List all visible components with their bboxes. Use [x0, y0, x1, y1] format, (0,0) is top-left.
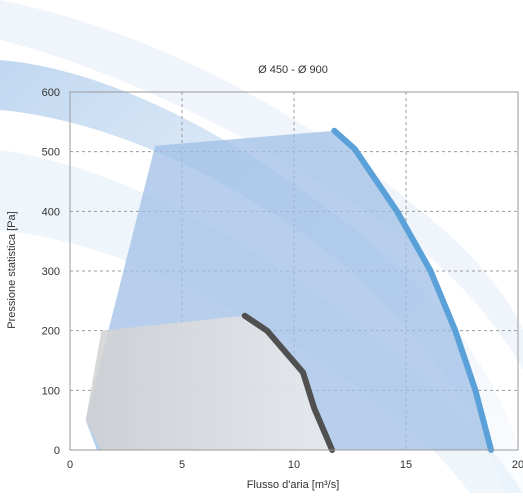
area-layer — [85, 130, 492, 451]
y-tick-label-500: 500 — [42, 147, 60, 159]
x-tick-label-10: 10 — [288, 459, 300, 471]
performance-curve-1 — [331, 127, 495, 453]
y-tick-label-600: 600 — [42, 87, 60, 99]
axes — [69, 91, 519, 451]
y-tick-label-0: 0 — [54, 445, 60, 457]
x-tick-label-0: 0 — [67, 459, 73, 471]
plot-frame — [69, 91, 519, 451]
chart-title: Ø 450 - Ø 900 — [258, 64, 328, 76]
series-layer — [241, 127, 495, 453]
y-tick-label-200: 200 — [42, 326, 60, 338]
y-tick-label-400: 400 — [42, 206, 60, 218]
y-tick-label-300: 300 — [42, 266, 60, 278]
y-tick-label-100: 100 — [42, 385, 60, 397]
performance-curve-2 — [241, 312, 336, 453]
x-tick-label-5: 5 — [179, 459, 185, 471]
x-axis-label: Flusso d'aria [m³/s] — [247, 479, 340, 491]
operating-area-2 — [85, 315, 333, 450]
x-tick-label-20: 20 — [512, 459, 523, 471]
x-tick-label-15: 15 — [400, 459, 412, 471]
y-axis-label: Pressione statistica [Pa] — [6, 211, 18, 328]
